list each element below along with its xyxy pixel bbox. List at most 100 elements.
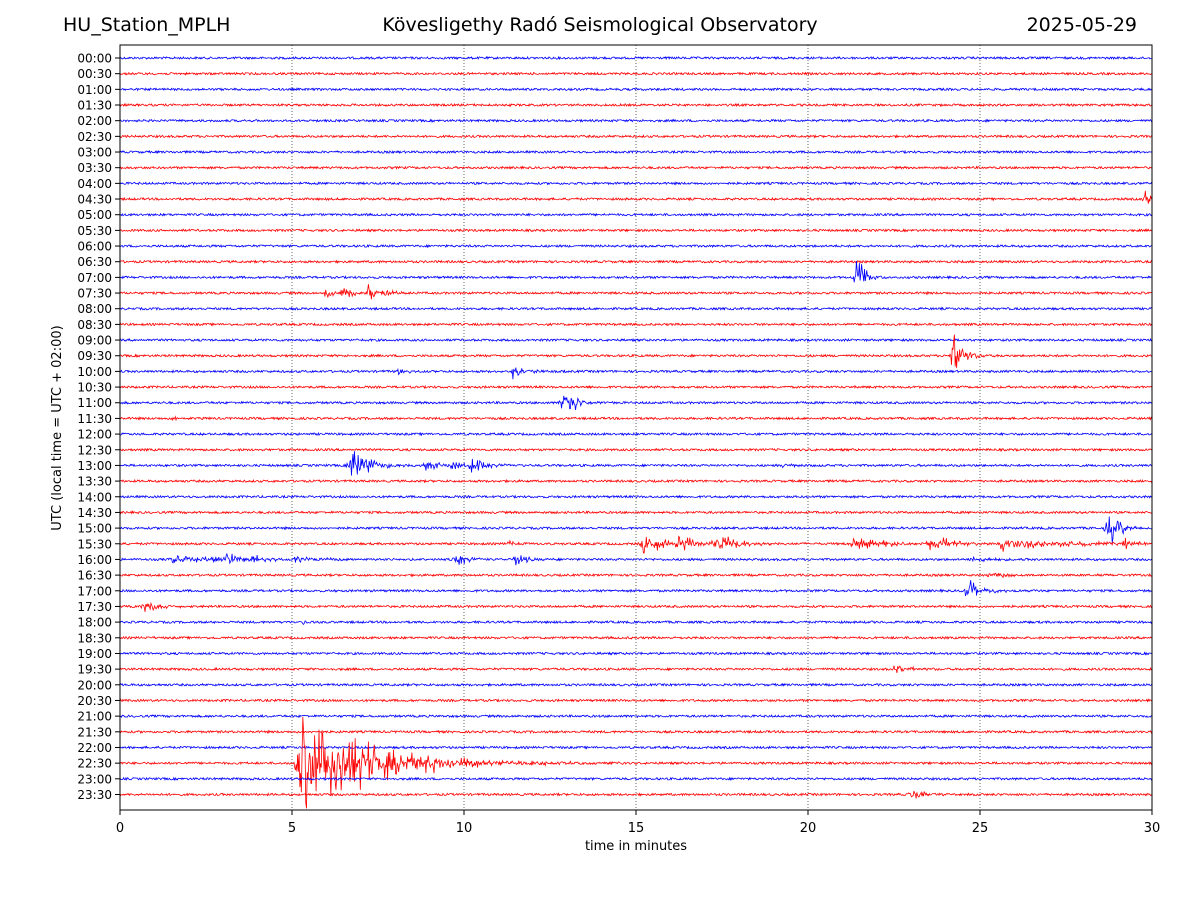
trace-1530 (120, 535, 1152, 554)
trace-0830 (120, 322, 1152, 327)
trace-1800 (120, 619, 1152, 626)
y-tick-label-20: 10:00 (77, 365, 112, 379)
trace-1900 (120, 651, 1152, 656)
y-tick-label-18: 09:00 (77, 334, 112, 348)
trace-0030 (120, 71, 1152, 76)
x-axis-label: time in minutes (585, 839, 687, 854)
trace-0130 (120, 102, 1152, 108)
trace-1700 (120, 580, 1152, 597)
y-tick-label-25: 12:30 (77, 443, 112, 457)
trace-2330 (120, 790, 1152, 799)
y-tick-label-16: 08:00 (77, 302, 112, 316)
y-tick-label-42: 21:00 (77, 710, 112, 724)
trace-0100 (120, 87, 1152, 92)
plot-date: 2025-05-29 (1026, 14, 1137, 36)
y-tick-label-26: 13:00 (77, 459, 112, 473)
y-tick-label-38: 19:00 (77, 647, 112, 661)
grid-lines (291, 45, 981, 810)
station-name: HU_Station_MPLH (63, 14, 231, 36)
trace-2130 (120, 729, 1152, 735)
trace-1130 (120, 415, 1152, 422)
y-tick-label-13: 06:30 (77, 255, 112, 269)
y-tick-label-39: 19:30 (77, 663, 112, 677)
x-tick-label-5: 25 (972, 821, 989, 836)
trace-1230 (120, 447, 1152, 452)
trace-1500 (120, 516, 1152, 543)
x-tick-label-3: 15 (628, 821, 645, 836)
y-tick-label-1: 00:30 (77, 67, 112, 81)
trace-0200 (120, 118, 1152, 123)
y-tick-label-30: 15:00 (77, 522, 112, 536)
trace-1300 (120, 451, 1152, 476)
y-tick-label-14: 07:00 (77, 271, 112, 285)
trace-0530 (120, 228, 1152, 233)
trace-group (120, 55, 1152, 809)
trace-2300 (120, 776, 1152, 782)
trace-2230 (120, 716, 1152, 809)
y-tick-label-22: 11:00 (77, 396, 112, 410)
y-tick-label-7: 03:30 (77, 161, 112, 175)
x-tick-label-2: 10 (456, 821, 473, 836)
trace-1000 (120, 367, 1152, 380)
trace-1200 (120, 431, 1152, 437)
y-axis-label: UTC (local time = UTC + 02:00) (50, 325, 65, 530)
trace-0600 (120, 243, 1152, 249)
y-tick-label-41: 20:30 (77, 694, 112, 708)
trace-1100 (120, 395, 1152, 410)
y-tick-label-35: 17:30 (77, 600, 112, 614)
y-tick-label-21: 10:30 (77, 381, 112, 395)
trace-1600 (120, 552, 1152, 566)
y-tick-label-5: 02:30 (77, 130, 112, 144)
y-tick-label-11: 05:30 (77, 224, 112, 238)
y-tick-label-19: 09:30 (77, 349, 112, 363)
trace-0500 (120, 212, 1152, 217)
trace-1400 (120, 494, 1152, 499)
trace-1330 (120, 478, 1152, 484)
y-tick-label-23: 11:30 (77, 412, 112, 426)
trace-0900 (120, 337, 1152, 343)
trace-0300 (120, 149, 1152, 155)
trace-2100 (120, 713, 1152, 719)
trace-0730 (120, 284, 1152, 300)
trace-0330 (120, 165, 1152, 171)
y-tick-label-28: 14:00 (77, 490, 112, 504)
y-tick-label-45: 22:30 (77, 757, 112, 771)
trace-0930 (120, 334, 1152, 369)
trace-1430 (120, 510, 1152, 515)
trace-0700 (120, 260, 1152, 283)
y-tick-label-44: 22:00 (77, 741, 112, 755)
y-tick-label-17: 08:30 (77, 318, 112, 332)
y-tick-label-40: 20:00 (77, 678, 112, 692)
x-tick-label-1: 5 (288, 821, 296, 836)
y-tick-label-32: 16:00 (77, 553, 112, 567)
trace-2000 (120, 682, 1152, 688)
trace-2030 (120, 698, 1152, 703)
y-tick-label-24: 12:00 (77, 428, 112, 442)
y-tick-label-33: 16:30 (77, 569, 112, 583)
trace-2200 (120, 745, 1152, 750)
trace-0230 (120, 134, 1152, 139)
y-tick-label-36: 18:00 (77, 616, 112, 630)
y-tick-label-43: 21:30 (77, 725, 112, 739)
x-tick-label-6: 30 (1144, 821, 1161, 836)
y-tick-label-27: 13:30 (77, 475, 112, 489)
trace-0400 (120, 181, 1152, 186)
y-tick-label-15: 07:30 (77, 287, 112, 301)
y-tick-label-10: 05:00 (77, 208, 112, 222)
trace-1630 (120, 572, 1152, 579)
y-tick-label-12: 06:00 (77, 240, 112, 254)
y-tick-label-9: 04:30 (77, 193, 112, 207)
x-tick-label-4: 20 (800, 821, 817, 836)
y-tick-label-4: 02:00 (77, 114, 112, 128)
y-tick-label-8: 04:00 (77, 177, 112, 191)
trace-1730 (120, 601, 1152, 613)
y-tick-label-46: 23:00 (77, 772, 112, 786)
trace-0000 (120, 55, 1152, 61)
trace-1030 (120, 384, 1152, 390)
y-tick-label-29: 14:30 (77, 506, 112, 520)
observatory-title: Kövesligethy Radó Seismological Observat… (382, 14, 818, 36)
trace-1830 (120, 635, 1152, 641)
trace-0800 (120, 306, 1152, 312)
y-tick-label-37: 18:30 (77, 631, 112, 645)
